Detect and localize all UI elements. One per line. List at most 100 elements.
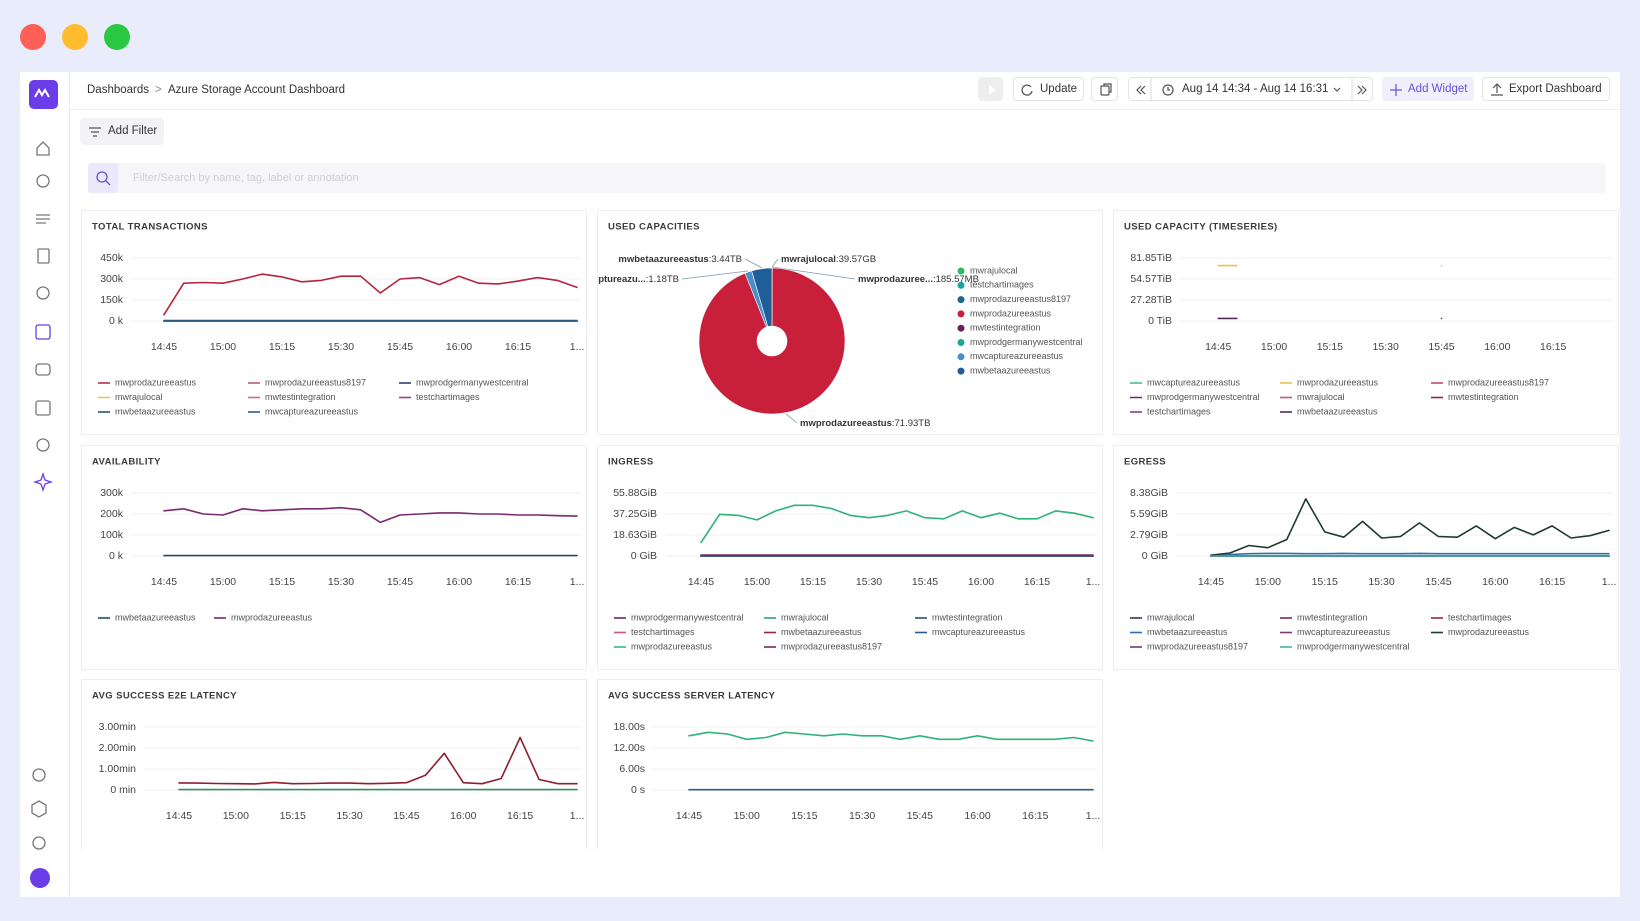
package-icon[interactable] [31,800,47,818]
alerts-icon[interactable] [36,286,50,300]
update-button[interactable]: Update [1013,77,1084,101]
logo-mark [34,88,50,98]
chart: AVAILABILITY 0 k 100k 200k 300k 14:45 15:00 15:… [92,457,585,623]
series-line [178,736,578,785]
x-tick-label: 15:30 [856,576,882,588]
y-tick-label: 81.85TiB [1130,252,1172,264]
x-tick-label: 16:00 [1482,576,1508,588]
y-tick-label: 2.79GiB [1130,529,1168,541]
widget-title: USED CAPACITIES [608,222,700,233]
y-tick-label: 18.63GiB [613,529,657,541]
y-tick-label: 12.00s [613,742,645,754]
legend-label: mwprodgermanywestcentral [970,337,1083,347]
x-tick-label: 15:15 [800,576,826,588]
x-tick-label: 15:30 [328,341,354,353]
time-range-button[interactable]: Aug 14 14:34 - Aug 14 16:31 [1128,77,1373,102]
legend-label: mwrajulocal [970,265,1018,275]
x-tick-label: 15:45 [912,576,938,588]
legend-label: mwprodazureeastus [970,308,1052,318]
legend-swatch [957,296,965,304]
y-tick-label: 0 k [109,550,124,562]
legend-label: testchartimages [1448,612,1512,622]
synthetics-icon[interactable] [35,400,51,416]
legend-label: mwprodgermanywestcentral [416,377,529,387]
clone-button[interactable] [1091,77,1118,101]
breadcrumb-current: Azure Storage Account Dashboard [168,84,346,96]
play-button[interactable] [978,77,1003,101]
search-icon [96,171,111,186]
legend-label: mwtestintegration [932,612,1003,622]
widget-title: AVG SUCCESS SERVER LATENCY [608,691,775,702]
x-tick-label: 15:15 [1317,341,1343,353]
legend-label: mwprodazureeastus [115,377,197,387]
x-tick-label: 16:15 [1539,576,1565,588]
leader-line [681,270,749,280]
logo[interactable] [29,80,58,109]
x-tick-label: 15:00 [223,810,249,822]
ai-icon[interactable] [32,471,54,493]
x-tick-label: 15:00 [1255,576,1281,588]
infra-icon[interactable] [36,174,50,188]
legend-swatch [957,267,965,275]
y-tick-label: 27.28TiB [1130,294,1172,306]
sidebar [20,72,70,897]
x-tick-label: 1... [1602,576,1617,588]
export-button[interactable]: Export Dashboard [1482,77,1610,101]
legend-label: mwprodgermanywestcentral [1147,392,1260,402]
legend-label: testchartimages [970,280,1034,290]
x-tick-label: 1... [570,576,585,588]
breadcrumb-link[interactable]: Dashboards [87,84,150,96]
series-line [163,273,578,316]
slice-name: mwprodazureeastus [800,418,892,429]
add-widget-button[interactable]: Add Widget [1382,77,1474,101]
add-widget-label: Add Widget [1408,83,1468,95]
leader-line [744,258,762,269]
legend-label: mwrajulocal [115,392,163,402]
home-icon[interactable] [36,141,50,156]
y-tick-label: 300k [100,487,124,499]
slice-name: ptureazu... [598,274,646,285]
x-tick-label: 16:00 [450,810,476,822]
chart: AVG SUCCESS E2E LATENCY 0 min 1.00min 2.00m… [92,691,585,822]
minimize-button[interactable] [62,24,88,50]
y-tick-label: 0 k [109,315,124,327]
widget: INGRESS 0 GiB 18.63GiB 37.25GiB 55.88GiB 14:4… [597,445,1103,670]
slice-separator: : [836,254,839,265]
x-tick-label: 14:45 [676,810,702,822]
docs-icon[interactable] [37,248,50,264]
widget: AVG SUCCESS E2E LATENCY 0 min 1.00min 2.00m… [81,679,587,850]
slice-label: mwrajulocal:39.57GB [781,254,876,265]
time-range-icons [1136,78,1367,102]
legend-label: mwcaptureazureeastus [1297,627,1391,637]
dashboards-icon[interactable] [35,324,51,340]
add-filter-button[interactable]: Add Filter [80,118,164,145]
zoom-button[interactable] [104,24,130,50]
x-tick-label: 1... [570,810,585,822]
slice-separator: : [933,274,936,285]
support-icon[interactable] [32,768,46,782]
legend-label: mwprodazureeastus8197 [781,641,882,651]
logs-icon[interactable] [36,214,50,224]
x-tick-label: 16:15 [1022,810,1048,822]
y-tick-label: 55.88GiB [613,487,657,499]
legend-label: mwtestintegration [265,392,336,402]
preferences-icon[interactable] [32,836,46,850]
close-button[interactable] [20,24,46,50]
y-tick-label: 150k [100,294,124,306]
search-bar[interactable]: Filter/Search by name, tag, label or ann… [88,163,1606,193]
legend-label: mwcaptureazureeastus [970,351,1064,361]
widget: TOTAL TRANSACTIONS 0 k 150k 300k 450k 14:45 15… [81,210,587,435]
widget-title: INGRESS [608,457,654,468]
x-tick-label: 15:15 [1312,576,1338,588]
widget-title: TOTAL TRANSACTIONS [92,222,208,233]
widget: EGRESS 0 GiB 2.79GiB 5.59GiB 8.38GiB 14:45 15:… [1113,445,1619,670]
x-tick-label: 1... [570,341,585,353]
slice-label: mwprodazuree...:185.57MB [858,274,979,285]
bot-icon[interactable] [35,363,51,376]
slice-name: mwbetaazureeastus [618,254,708,265]
settings-icon[interactable] [36,438,50,452]
series-line [700,504,1094,544]
legend-label: mwprodazureeastus8197 [970,294,1071,304]
avatar[interactable] [30,868,50,888]
